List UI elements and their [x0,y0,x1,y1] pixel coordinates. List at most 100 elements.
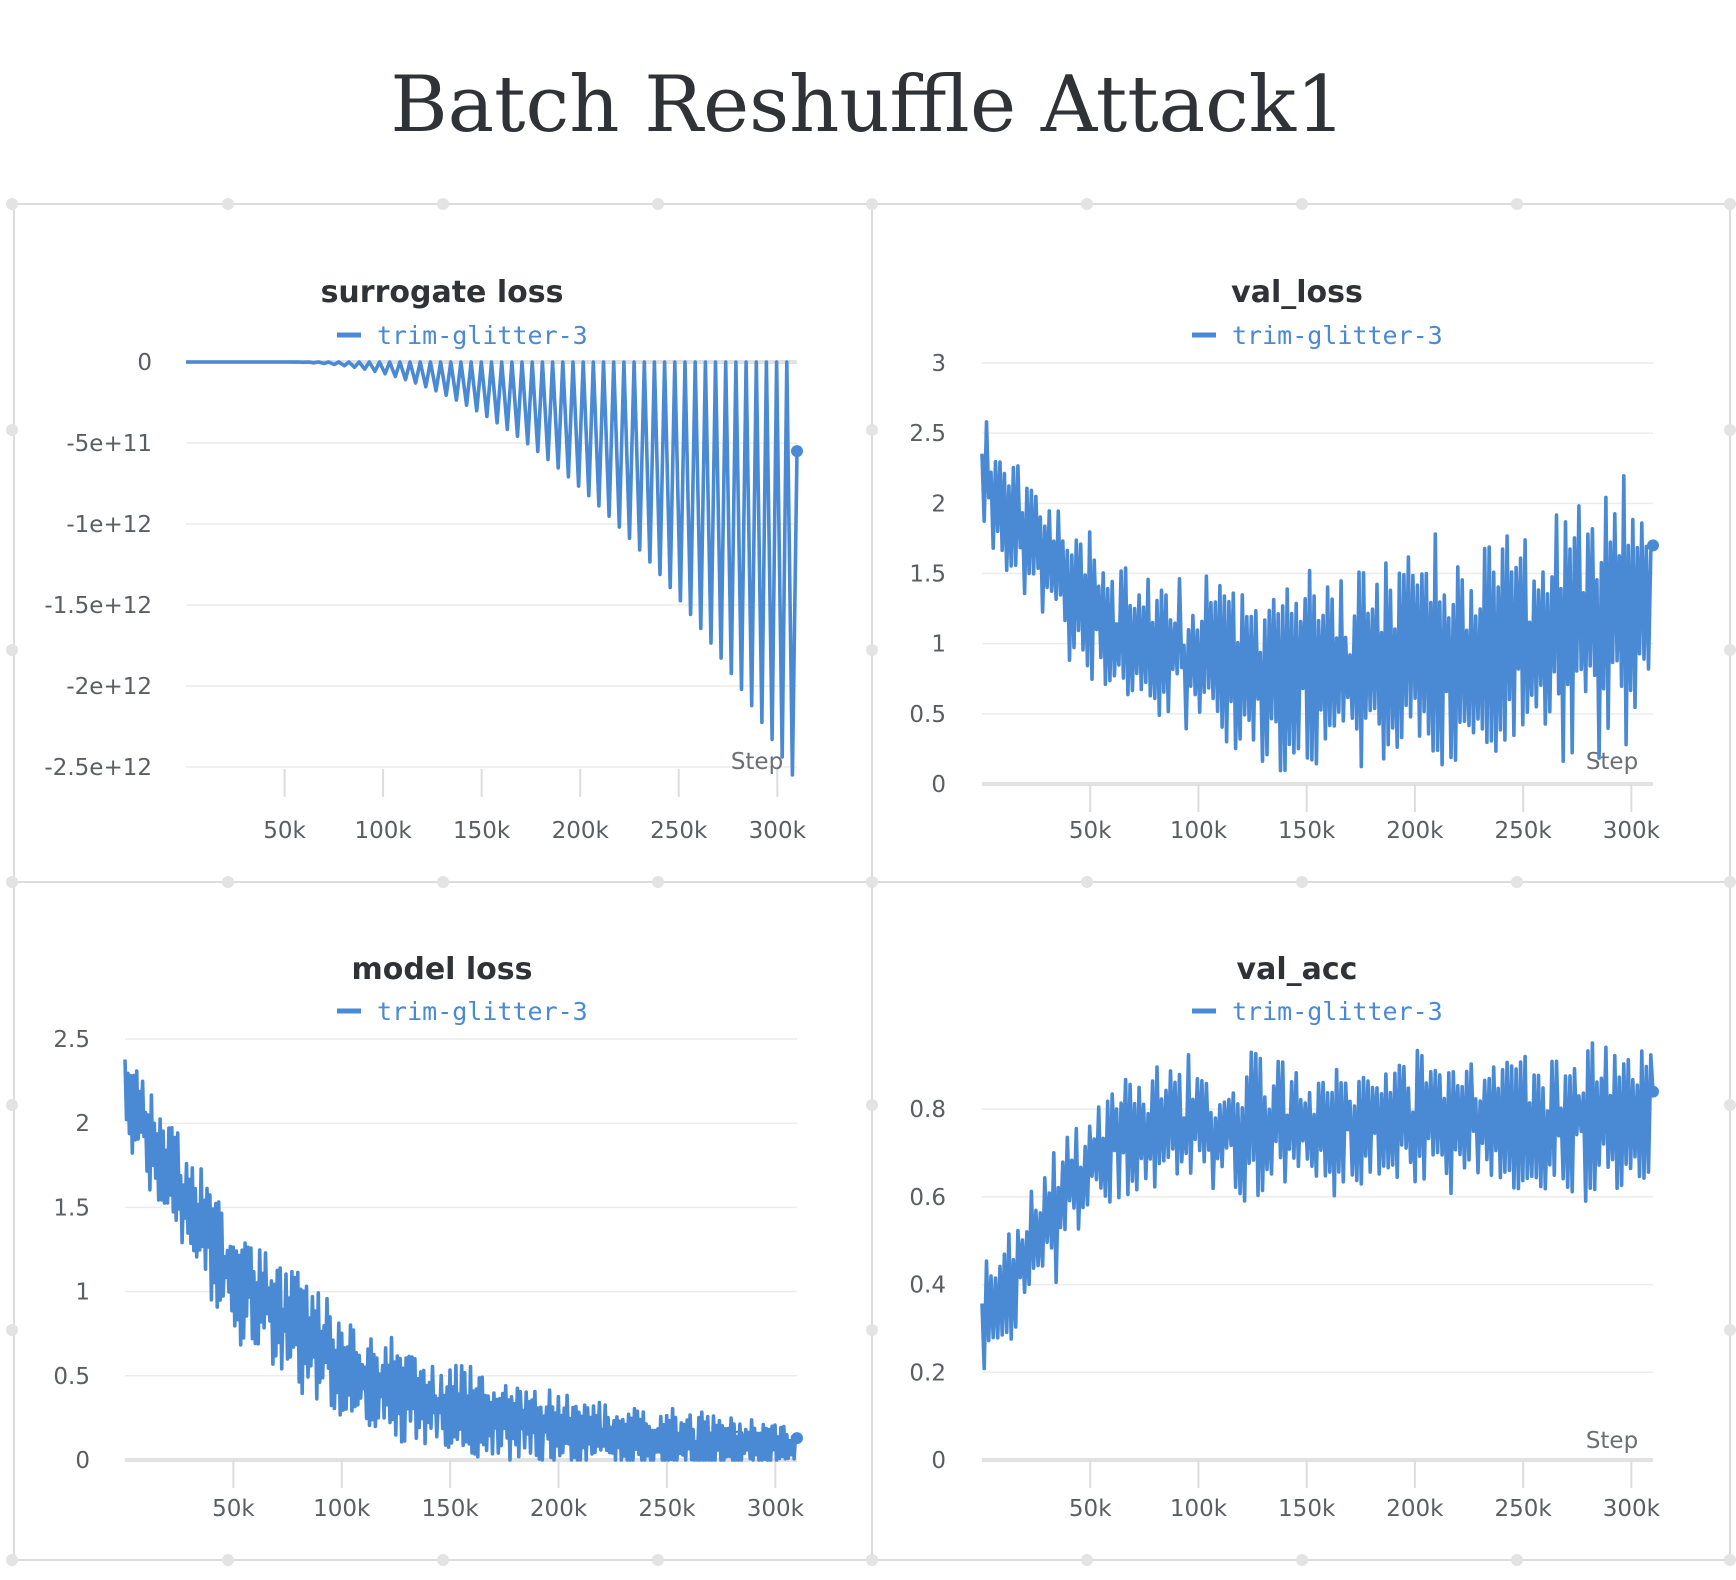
series-line[interactable] [186,360,799,777]
y-tick-label: 1.5 [53,1195,90,1221]
chart-title: model loss [351,952,532,987]
legend-label: trim-glitter-3 [1232,997,1443,1026]
x-tick-label: 100k [313,1496,371,1522]
y-tick-label: -2.5e+12 [44,755,152,781]
resize-handle[interactable] [6,1099,18,1111]
y-tick-label: 2 [75,1111,90,1137]
resize-handle[interactable] [6,1324,18,1336]
legend[interactable]: trim-glitter-3 [1192,997,1443,1026]
resize-handle[interactable] [6,644,18,656]
x-tick-label: 200k [530,1496,588,1522]
resize-handle[interactable] [6,876,18,888]
panels-layer [6,198,1736,1566]
y-tick-label: 1.5 [909,562,946,588]
y-tick-label: 0.6 [909,1185,946,1211]
resize-handle[interactable] [652,876,664,888]
resize-handle[interactable] [222,198,234,210]
x-tick-label: 250k [1495,1496,1553,1522]
y-tick-label: 0 [137,350,152,376]
series-line[interactable] [123,1059,799,1462]
resize-handle[interactable] [222,1554,234,1566]
x-axis-label: Step [731,749,783,775]
legend-label: trim-glitter-3 [377,997,588,1026]
resize-handle[interactable] [437,876,449,888]
x-tick-label: 200k [1386,1496,1444,1522]
x-tick-label: 300k [1603,1496,1661,1522]
resize-handle[interactable] [6,198,18,210]
y-tick-label: -1.5e+12 [44,593,152,619]
x-tick-label: 50k [263,818,306,844]
y-tick-label: 2 [931,491,946,517]
y-tick-label: 1 [75,1280,90,1306]
resize-handle[interactable] [437,198,449,210]
resize-handle[interactable] [1724,644,1736,656]
resize-handle[interactable] [1724,1099,1736,1111]
charts-layer: surrogate loss trim-glitter-3 0 -5e+11 -1e+1… [44,275,1660,1522]
resize-handle[interactable] [1296,198,1308,210]
resize-handle[interactable] [1724,876,1736,888]
x-tick-label: 250k [650,818,708,844]
resize-handle[interactable] [222,876,234,888]
resize-handle[interactable] [866,1324,878,1336]
resize-handle[interactable] [437,1554,449,1566]
resize-handle[interactable] [1511,198,1523,210]
series-end-point[interactable] [791,445,803,458]
resize-handle[interactable] [652,1554,664,1566]
resize-handle[interactable] [1511,1554,1523,1566]
resize-handle[interactable] [866,1099,878,1111]
legend[interactable]: trim-glitter-3 [1192,321,1443,350]
chart-val_acc: val_acc trim-glitter-3 0 0.2 0.4 0.6 0.8 50k 100… [909,952,1660,1522]
y-tick-label: 0.4 [909,1273,946,1299]
resize-handle[interactable] [1511,876,1523,888]
x-tick-label: 150k [453,818,511,844]
resize-handle[interactable] [1724,1554,1736,1566]
x-tick-label: 300k [749,818,807,844]
chart-surrogate_loss: surrogate loss trim-glitter-3 0 -5e+11 -1e+1… [44,275,806,844]
resize-handle[interactable] [1724,198,1736,210]
resize-handle[interactable] [1724,424,1736,436]
resize-handle[interactable] [866,424,878,436]
x-tick-label: 50k [1069,1496,1112,1522]
y-tick-label: 0 [931,1448,946,1474]
y-tick-label: 0.5 [53,1364,90,1390]
x-tick-label: 300k [1603,818,1661,844]
chart-title: surrogate loss [321,275,564,310]
y-tick-label: -5e+11 [66,431,152,457]
legend[interactable]: trim-glitter-3 [337,321,588,350]
y-tick-label: -1e+12 [66,512,152,538]
resize-handle[interactable] [1081,1554,1093,1566]
y-tick-label: -2e+12 [66,674,152,700]
resize-handle[interactable] [6,1554,18,1566]
resize-handle[interactable] [866,644,878,656]
legend-label: trim-glitter-3 [377,321,588,350]
legend-label: trim-glitter-3 [1232,321,1443,350]
y-tick-label: 2.5 [53,1027,90,1053]
y-tick-label: 3 [931,351,946,377]
resize-handle[interactable] [866,876,878,888]
series-line[interactable] [980,420,1655,773]
chart-title: val_acc [1237,952,1358,987]
resize-handle[interactable] [652,198,664,210]
y-tick-label: 0.2 [909,1360,946,1386]
x-tick-label: 200k [552,818,610,844]
resize-handle[interactable] [1724,1324,1736,1336]
chart-title: val_loss [1231,275,1363,310]
resize-handle[interactable] [1081,198,1093,210]
y-tick-label: 2.5 [909,421,946,447]
resize-handle[interactable] [1296,876,1308,888]
legend[interactable]: trim-glitter-3 [337,997,588,1026]
resize-handle[interactable] [866,198,878,210]
resize-handle[interactable] [1081,876,1093,888]
x-tick-label: 250k [1495,818,1553,844]
x-tick-label: 100k [1170,818,1228,844]
series-end-point[interactable] [1647,539,1659,552]
series-line[interactable] [980,1041,1655,1371]
x-tick-label: 100k [354,818,412,844]
series-end-point[interactable] [1647,1085,1659,1098]
series-end-point[interactable] [791,1432,803,1445]
resize-handle[interactable] [866,1554,878,1566]
resize-handle[interactable] [1296,1554,1308,1566]
resize-handle[interactable] [6,424,18,436]
x-tick-label: 100k [1170,1496,1228,1522]
